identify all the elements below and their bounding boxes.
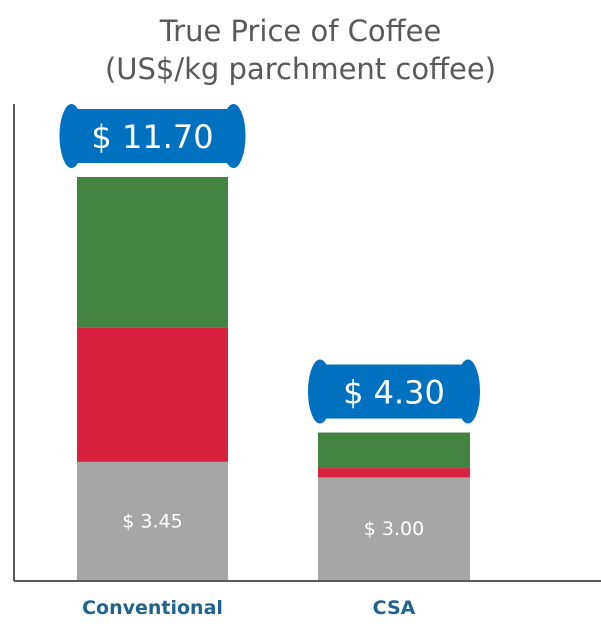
- total-callout: $ 4.30: [306, 357, 482, 426]
- chart-title-sub: (US$/kg parchment coffee): [104, 52, 497, 86]
- chart-title-main: True Price of Coffee: [159, 14, 442, 48]
- axes-layer: [13, 104, 601, 582]
- category-label: CSA: [373, 597, 416, 619]
- bar-segment-conventional-1: [77, 327, 228, 462]
- callout-face: [71, 109, 234, 163]
- bars-layer: [77, 177, 470, 581]
- bar-segment-csa-0: [318, 477, 470, 581]
- bar-value-label: $ 3.45: [122, 510, 182, 532]
- total-value-label: $ 11.70: [91, 118, 213, 156]
- category-label: Conventional: [82, 597, 223, 619]
- labels-layer: $ 3.45 Conventional $ 3.00 CSA: [82, 510, 424, 619]
- total-callout: $ 11.70: [57, 102, 248, 170]
- bar-segment-conventional-2: [77, 177, 228, 328]
- bar-segment-csa-2: [318, 432, 470, 469]
- callouts-layer: $ 11.70 $ 4.30: [57, 102, 482, 426]
- total-value-label: $ 4.30: [343, 374, 445, 412]
- bar-segment-csa-1: [318, 468, 470, 478]
- bar-segment-conventional-0: [77, 461, 228, 581]
- bar-value-label: $ 3.00: [364, 518, 424, 540]
- chart-title: True Price of Coffee (US$/kg parchment c…: [0, 12, 601, 88]
- callout-face: [320, 364, 468, 419]
